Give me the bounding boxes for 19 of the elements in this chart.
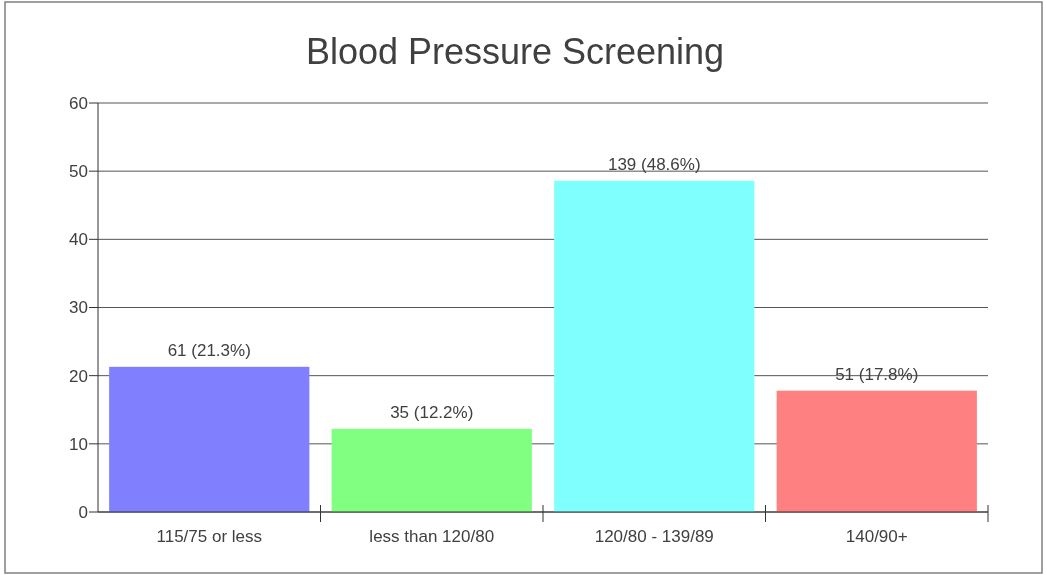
y-tick-label: 10	[69, 434, 88, 454]
y-tick-label: 60	[69, 93, 88, 113]
bar	[331, 428, 532, 512]
x-tick-label: 115/75 or less	[156, 527, 263, 546]
y-tick-label: 0	[78, 502, 88, 522]
bar	[776, 390, 977, 512]
y-tick-label: 40	[69, 230, 88, 250]
bar	[554, 180, 755, 512]
bar	[109, 366, 310, 512]
chart-title: Blood Pressure Screening	[305, 31, 725, 72]
y-tick-label: 50	[69, 162, 88, 182]
x-tick-label: 140/90+	[845, 527, 908, 546]
y-tick-label: 20	[69, 366, 88, 386]
data-label: 61 (21.3%)	[167, 340, 251, 360]
data-label: 35 (12.2%)	[390, 402, 474, 422]
x-tick-label: less than 120/80	[369, 527, 495, 546]
y-tick-label: 30	[69, 298, 88, 318]
x-tick-label: 120/80 - 139/89	[594, 527, 714, 546]
data-label: 139 (48.6%)	[607, 154, 701, 174]
